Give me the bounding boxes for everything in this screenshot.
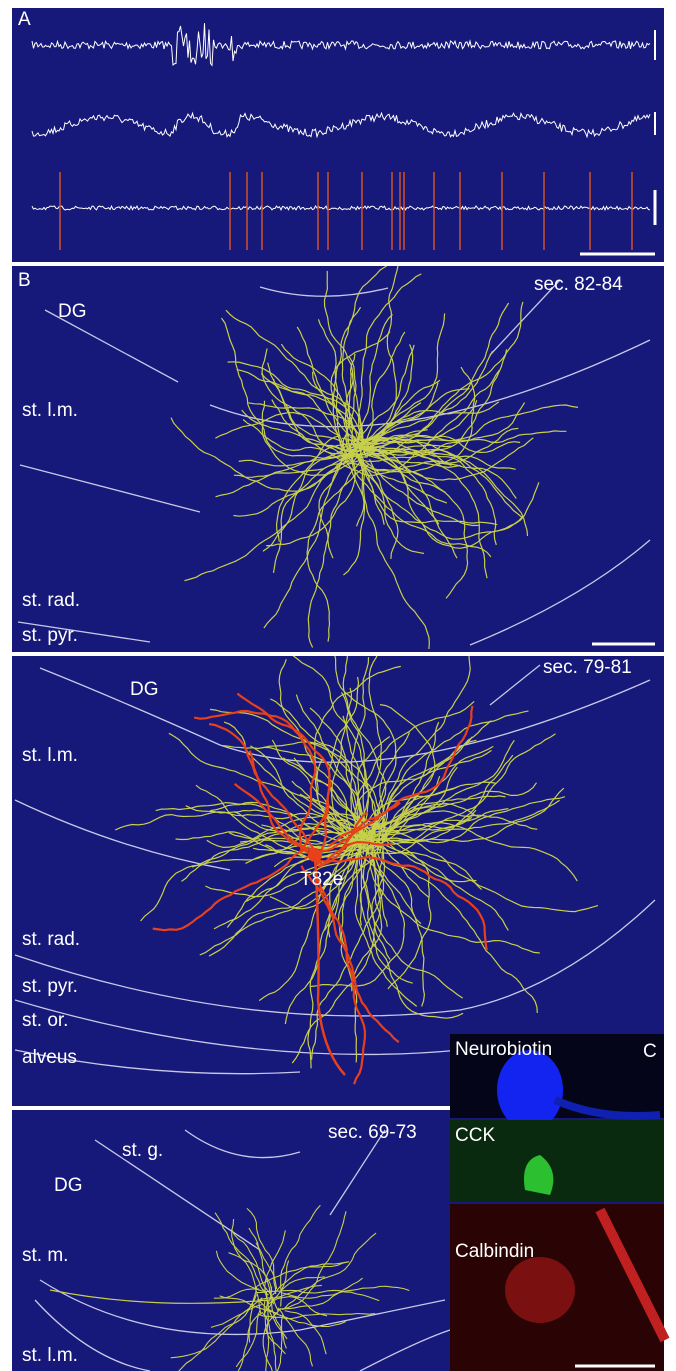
figure: A B sec. 82-84 DG st. l.m. st. rad. st. … — [0, 0, 676, 1371]
cell-label: T82e — [300, 869, 343, 890]
layer-label: st. pyr. — [22, 625, 78, 646]
layer-label: st. l.m. — [22, 1345, 78, 1366]
soma — [308, 848, 322, 862]
layer-label: st. rad. — [22, 590, 80, 611]
layer-label: st. pyr. — [22, 976, 78, 997]
layer-label: DG — [130, 679, 159, 700]
section-label: sec. 82-84 — [534, 274, 623, 295]
layer-label: st. l.m. — [22, 400, 78, 421]
panel-label: C — [643, 1041, 657, 1062]
stain-label: CCK — [455, 1125, 495, 1146]
layer-label: st. or. — [22, 1010, 68, 1031]
section-label: sec. 79-81 — [543, 657, 632, 678]
panel-label: B — [18, 270, 31, 291]
layer-label: st. rad. — [22, 929, 80, 950]
layer-label: DG — [54, 1175, 83, 1196]
panel-label: A — [18, 9, 31, 30]
layer-label: alveus — [22, 1047, 77, 1068]
section-label: sec. 69-73 — [328, 1122, 417, 1143]
layer-label: st. g. — [122, 1140, 163, 1161]
stain-label: Neurobiotin — [455, 1039, 552, 1060]
layer-label: st. l.m. — [22, 745, 78, 766]
stain-label: Calbindin — [455, 1241, 534, 1262]
layer-label: DG — [58, 301, 87, 322]
layer-label: st. m. — [22, 1245, 68, 1266]
